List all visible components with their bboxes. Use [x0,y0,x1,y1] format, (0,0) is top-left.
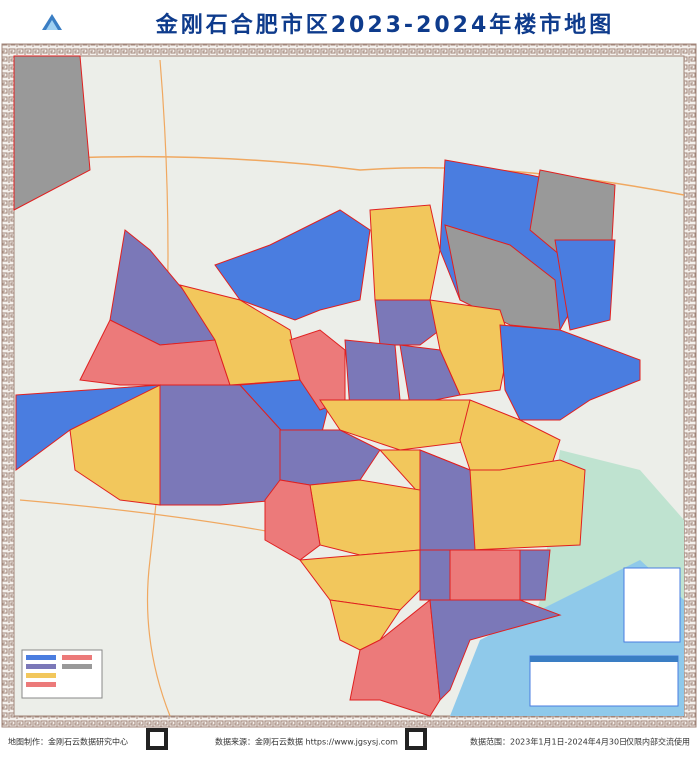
districts [13,55,641,717]
qr-code-inner [409,732,423,746]
footer-source: 数据来源：金刚石云数据 https://www.jgsysj.com [215,737,398,747]
inset-panels [529,567,681,707]
footer-note: 仅限内部交流使用 [626,737,690,747]
qr-code-inner [150,732,164,746]
legend [21,649,103,699]
logo [42,14,62,30]
title: 金刚石合肥市区2023-2024年楼市地图 [155,12,615,38]
footer-producer: 地图制作：金刚石云数据研究中心 [8,737,128,747]
footer-range: 数据范围：2023年1月1日-2024年4月30日 [470,737,627,747]
